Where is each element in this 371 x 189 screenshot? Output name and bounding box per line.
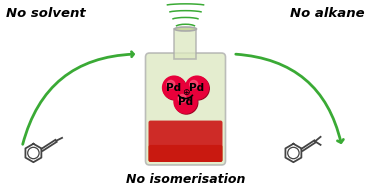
Circle shape bbox=[162, 76, 186, 99]
Text: No solvent: No solvent bbox=[6, 7, 86, 20]
FancyBboxPatch shape bbox=[145, 53, 226, 165]
Circle shape bbox=[175, 91, 198, 114]
Circle shape bbox=[178, 94, 186, 102]
Text: Pd: Pd bbox=[189, 83, 204, 93]
Text: Pd: Pd bbox=[178, 97, 193, 107]
Text: No alkane: No alkane bbox=[290, 7, 365, 20]
Ellipse shape bbox=[174, 27, 197, 31]
FancyBboxPatch shape bbox=[148, 121, 223, 162]
FancyBboxPatch shape bbox=[148, 145, 223, 162]
Text: ⊕: ⊕ bbox=[182, 88, 189, 97]
FancyBboxPatch shape bbox=[174, 29, 197, 59]
Text: No isomerisation: No isomerisation bbox=[126, 173, 245, 186]
Circle shape bbox=[186, 77, 209, 100]
Circle shape bbox=[174, 90, 197, 113]
Circle shape bbox=[163, 77, 186, 100]
Text: Pd: Pd bbox=[167, 83, 182, 93]
Circle shape bbox=[167, 80, 175, 88]
Circle shape bbox=[186, 76, 209, 99]
Circle shape bbox=[190, 80, 198, 88]
